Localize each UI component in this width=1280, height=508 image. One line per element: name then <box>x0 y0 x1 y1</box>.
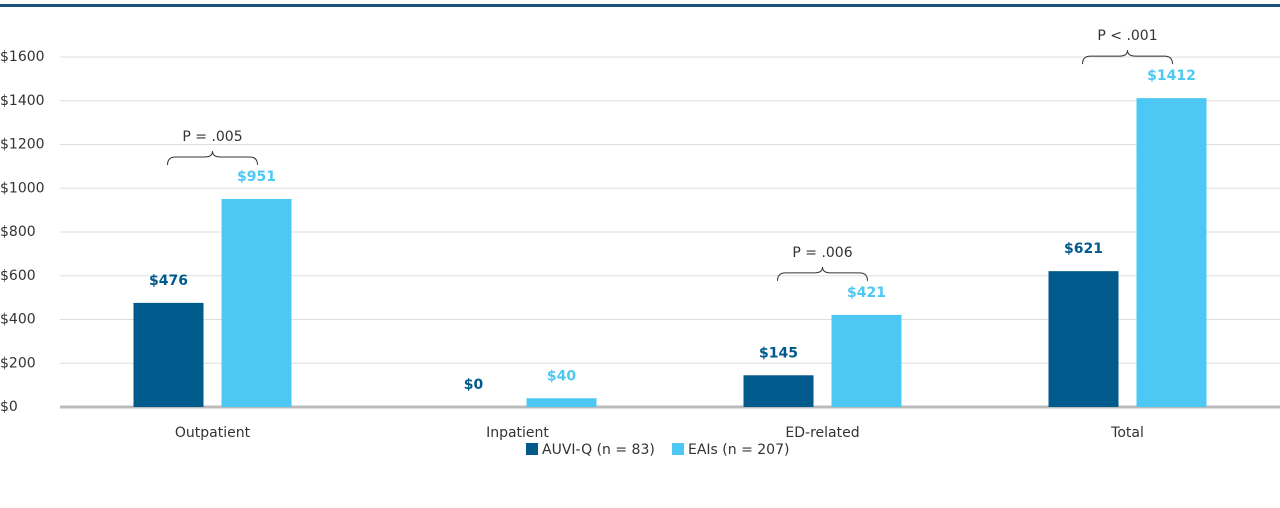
value-label: $421 <box>847 285 886 301</box>
value-label: $145 <box>759 345 798 361</box>
y-tick-label: $1400 <box>0 93 45 109</box>
x-tick-label: Inpatient <box>486 425 549 441</box>
value-label: $1412 <box>1147 68 1196 84</box>
bracket <box>1082 50 1173 65</box>
y-tick-label: $1000 <box>0 180 45 196</box>
legend-swatch <box>672 443 684 455</box>
legend-label: EAIs (n = 207) <box>688 442 789 458</box>
bar <box>221 198 292 407</box>
bar <box>526 398 597 407</box>
value-label: $476 <box>149 273 188 289</box>
annotation: P < .001 <box>1097 28 1157 44</box>
bar <box>743 375 814 407</box>
value-label: $621 <box>1064 241 1103 257</box>
y-tick-label: $1200 <box>0 137 45 153</box>
y-tick-label: $800 <box>0 224 36 240</box>
bracket <box>167 150 258 165</box>
x-tick-label: ED-related <box>785 425 859 441</box>
annotation: P = .006 <box>792 245 852 261</box>
bar <box>831 314 902 407</box>
bar <box>1136 98 1207 407</box>
y-tick-label: $600 <box>0 268 36 284</box>
value-label: $0 <box>464 377 484 393</box>
value-label: $951 <box>237 169 276 185</box>
legend-swatch <box>526 443 538 455</box>
value-label: $40 <box>547 368 576 384</box>
y-tick-label: $200 <box>0 355 36 371</box>
bracket <box>777 266 868 281</box>
bar <box>1048 271 1119 407</box>
top-border <box>0 4 1280 7</box>
legend-label: AUVI-Q (n = 83) <box>542 442 655 458</box>
annotation: P = .005 <box>182 129 242 145</box>
x-tick-label: Total <box>1110 425 1144 441</box>
y-tick-label: $1600 <box>0 49 45 65</box>
y-tick-label: $400 <box>0 312 36 328</box>
y-tick-label: $0 <box>0 399 18 415</box>
x-tick-label: Outpatient <box>175 425 251 441</box>
bar <box>133 302 204 407</box>
